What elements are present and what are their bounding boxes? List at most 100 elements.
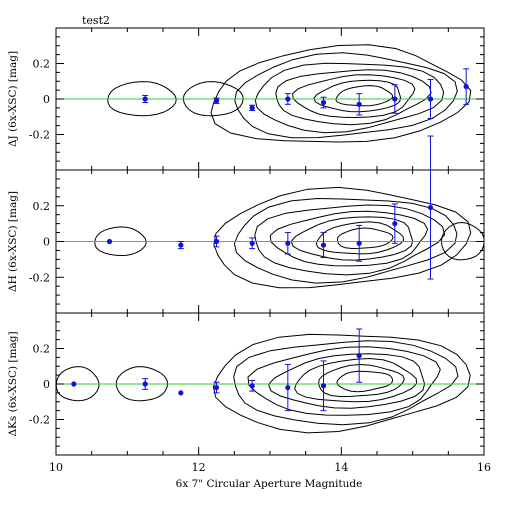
data-point bbox=[213, 97, 220, 104]
x-tick-label: 14 bbox=[334, 461, 348, 474]
point-marker bbox=[285, 96, 291, 102]
point-marker bbox=[320, 99, 327, 106]
point-marker bbox=[142, 381, 148, 387]
point-marker bbox=[178, 390, 184, 396]
density-contour bbox=[336, 370, 394, 393]
ticks-top bbox=[55, 27, 485, 171]
y-axis-label-middle: ΔH (6x-XSC) [mag] bbox=[7, 191, 19, 292]
point-marker bbox=[356, 101, 362, 107]
density-contour bbox=[233, 197, 458, 284]
density-contours-middle bbox=[94, 186, 484, 289]
point-marker bbox=[249, 240, 255, 246]
data-point bbox=[249, 104, 256, 112]
data-point bbox=[249, 237, 256, 250]
density-contour bbox=[336, 227, 394, 250]
point-marker bbox=[356, 353, 362, 359]
data-point bbox=[213, 381, 220, 394]
point-marker bbox=[320, 383, 327, 389]
data-point bbox=[177, 241, 184, 250]
density-contour bbox=[247, 346, 441, 416]
density-contour bbox=[234, 52, 458, 139]
data-points-bottom bbox=[71, 328, 363, 412]
data-points-top bbox=[142, 68, 470, 120]
density-contour bbox=[318, 363, 405, 398]
data-point bbox=[320, 96, 327, 109]
panel-middle: 0.2 0 -0.2 ΔH (6x-XSC) [mag] bbox=[7, 135, 485, 314]
data-point bbox=[391, 84, 398, 114]
x-tick-label: 12 bbox=[192, 461, 206, 474]
panel-bottom: 0.2 0 -0.2 ΔKs (6x-XSC) [mag] bbox=[7, 312, 485, 456]
data-point bbox=[213, 235, 220, 248]
data-point bbox=[356, 93, 363, 116]
data-point bbox=[284, 363, 291, 412]
data-point bbox=[463, 68, 470, 105]
density-contour bbox=[212, 333, 471, 434]
y-tick-labels-middle: 0.2 0 -0.2 bbox=[29, 200, 50, 285]
data-point bbox=[142, 94, 149, 104]
y-tick-label: -0.2 bbox=[29, 129, 50, 142]
data-points-middle bbox=[106, 135, 434, 280]
y-tick-labels-top: 0.2 0 -0.2 bbox=[29, 58, 50, 142]
point-marker bbox=[356, 240, 362, 246]
point-marker bbox=[285, 240, 291, 246]
panel-top: 0.2 0 -0.2 ΔJ (6x-XSC) [mag] bbox=[7, 27, 485, 171]
point-marker bbox=[106, 238, 113, 245]
x-tick-label: 10 bbox=[49, 461, 63, 474]
density-contour bbox=[254, 62, 445, 134]
density-contour bbox=[268, 353, 426, 409]
point-marker bbox=[427, 204, 434, 211]
point-marker bbox=[392, 96, 398, 102]
density-contour bbox=[254, 204, 446, 276]
data-point bbox=[356, 224, 363, 262]
density-contour bbox=[233, 340, 459, 426]
point-marker bbox=[320, 242, 327, 248]
y-tick-label: -0.2 bbox=[29, 271, 50, 284]
data-point bbox=[320, 232, 327, 259]
x-tick-label: 16 bbox=[477, 461, 491, 474]
ticks-bottom bbox=[55, 312, 485, 456]
data-point bbox=[427, 135, 434, 280]
y-tick-label: 0.2 bbox=[33, 58, 51, 71]
point-marker bbox=[249, 383, 255, 389]
y-tick-label: 0.2 bbox=[33, 200, 51, 213]
point-marker bbox=[142, 96, 148, 102]
data-point bbox=[249, 379, 256, 392]
point-marker bbox=[178, 242, 184, 248]
point-marker bbox=[71, 381, 77, 387]
y-tick-label: 0.2 bbox=[33, 343, 51, 356]
point-marker bbox=[213, 384, 220, 391]
data-point bbox=[356, 328, 363, 383]
x-tick-labels: 10 12 14 16 bbox=[49, 461, 491, 474]
density-contour bbox=[335, 85, 394, 107]
y-axis-label-bottom: ΔKs (6x-XSC) [mag] bbox=[7, 331, 19, 436]
data-point bbox=[391, 203, 398, 244]
data-point bbox=[284, 93, 291, 105]
data-point bbox=[106, 238, 113, 245]
y-tick-label: 0 bbox=[43, 93, 50, 106]
point-marker bbox=[463, 83, 469, 90]
data-point bbox=[178, 390, 184, 396]
y-axis-label-top: ΔJ (6x-XSC) [mag] bbox=[7, 51, 19, 147]
data-point bbox=[142, 378, 149, 390]
density-contour bbox=[313, 79, 402, 113]
density-contour bbox=[213, 186, 472, 289]
data-point bbox=[320, 360, 327, 412]
point-marker bbox=[392, 221, 398, 227]
point-marker bbox=[285, 384, 291, 391]
data-point bbox=[427, 78, 434, 120]
y-tick-label: 0 bbox=[43, 378, 50, 391]
data-point bbox=[284, 232, 291, 255]
point-marker bbox=[213, 98, 220, 104]
y-tick-label: 0 bbox=[43, 236, 50, 249]
density-contour bbox=[210, 44, 472, 143]
point-marker bbox=[213, 238, 220, 245]
y-tick-labels-bottom: 0.2 0 -0.2 bbox=[29, 343, 50, 427]
y-tick-label: -0.2 bbox=[29, 414, 50, 427]
point-marker bbox=[249, 105, 255, 111]
data-point bbox=[71, 381, 77, 387]
figure-label: test2 bbox=[82, 14, 110, 27]
x-axis-label: 6x 7" Circular Aperture Magnitude bbox=[176, 478, 363, 490]
point-marker bbox=[427, 96, 434, 102]
density-contour bbox=[315, 221, 405, 255]
